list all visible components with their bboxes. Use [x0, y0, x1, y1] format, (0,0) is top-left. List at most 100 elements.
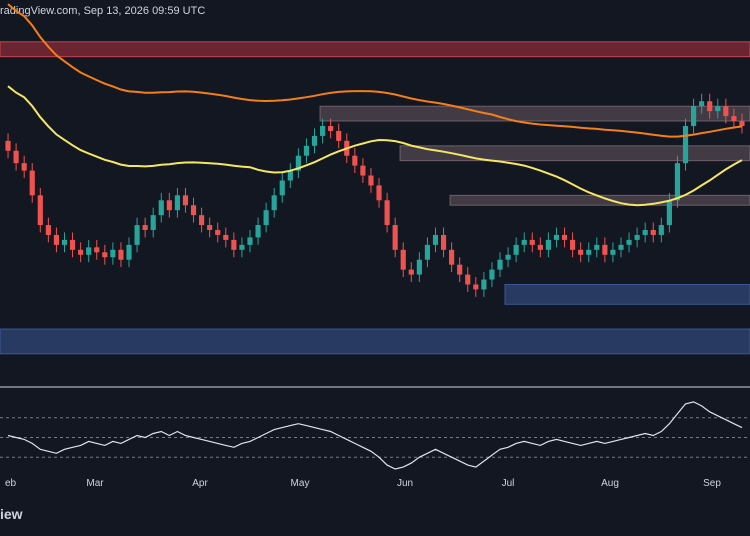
candle-body — [328, 126, 334, 131]
candle-body — [13, 150, 19, 164]
candle-body — [424, 244, 431, 260]
chart-footer: iew — [0, 492, 750, 536]
candle-body — [432, 234, 439, 245]
candle-body — [190, 205, 197, 216]
candle-body — [408, 269, 414, 275]
candle-body — [731, 116, 737, 122]
candle-body — [78, 249, 84, 255]
candle-body — [610, 249, 616, 255]
candle-body — [529, 239, 535, 245]
candle-body — [223, 234, 229, 240]
candle-body — [69, 239, 76, 250]
candle-body — [199, 215, 205, 226]
candle-body — [142, 225, 148, 230]
rsi-line — [7, 401, 743, 470]
ma-yellow-line — [7, 85, 743, 207]
candle-body — [247, 237, 253, 245]
candle-body — [263, 210, 269, 226]
candle-body — [537, 244, 543, 250]
candle-body — [352, 155, 358, 166]
candle-body — [457, 264, 463, 275]
candle-body — [368, 175, 374, 186]
zone-resistance-2 — [399, 145, 750, 162]
candle-body — [707, 101, 713, 112]
candle-body — [53, 234, 60, 245]
candle-body — [21, 163, 27, 171]
candle-body — [449, 249, 455, 265]
zone-resistance-3 — [449, 194, 750, 206]
candle-body — [650, 230, 656, 235]
x-tick-label: eb — [5, 478, 17, 489]
candle-body — [303, 145, 310, 156]
candle-body — [110, 249, 116, 258]
header-text: radingView.com, Sep 13, 2026 09:59 UTC — [0, 5, 206, 17]
candle-body — [497, 259, 503, 270]
zone-resistance-0 — [0, 41, 750, 58]
x-tick-label: Mar — [86, 478, 104, 489]
candle-body — [158, 200, 164, 216]
candle-body — [513, 244, 519, 255]
candle-body — [666, 200, 672, 226]
candle-body — [231, 239, 237, 250]
candle-body — [45, 225, 51, 235]
candle-body — [634, 234, 640, 240]
candle-body — [658, 225, 664, 235]
candle-body — [561, 234, 568, 240]
candle-body — [723, 106, 729, 117]
candle-body — [319, 126, 326, 136]
candle-body — [311, 135, 318, 146]
candle-body — [215, 230, 221, 235]
candle-body — [5, 140, 11, 151]
candle-body — [682, 126, 689, 164]
candle-body — [384, 200, 390, 226]
candle-body — [376, 185, 382, 201]
candle-body — [545, 239, 551, 250]
candle-body — [473, 284, 479, 290]
candle-body — [392, 225, 398, 250]
x-tick-label: Sep — [703, 478, 721, 489]
candle-body — [150, 215, 156, 230]
ma-orange-line — [7, 3, 743, 138]
candle-body — [134, 225, 140, 245]
candle-body — [94, 247, 100, 253]
candle-body — [207, 225, 213, 230]
zone-resistance-1 — [319, 105, 750, 122]
candle-body — [295, 155, 301, 171]
candle-body — [255, 225, 261, 238]
candle-body — [416, 259, 422, 275]
candle-body — [166, 200, 172, 211]
x-tick-label: Jun — [397, 478, 413, 489]
chart-header: radingView.com, Sep 13, 2026 09:59 UTC — [0, 0, 750, 22]
candle-body — [570, 239, 576, 250]
candle-body — [465, 274, 471, 285]
candle-body — [642, 230, 648, 235]
candle-body — [182, 195, 189, 206]
candle-body — [674, 163, 681, 201]
candle-body — [690, 106, 697, 126]
candle-body — [505, 254, 511, 260]
price-chart[interactable]: eb Mar Apr May Jun Jul Aug Sep — [0, 0, 750, 492]
candle-body — [594, 244, 600, 250]
candle-body — [29, 170, 35, 196]
candle-body — [287, 170, 293, 181]
candle-body — [239, 244, 245, 250]
candle-body — [126, 244, 132, 260]
x-tick-label: Aug — [601, 478, 619, 489]
candle-body — [489, 269, 495, 280]
candle-body — [699, 101, 705, 107]
candle-body — [440, 234, 447, 250]
candle-body — [586, 249, 592, 255]
candle-body — [271, 195, 277, 211]
candle-body — [336, 130, 342, 141]
brand-logo-text: iew — [0, 506, 23, 522]
candle-body — [360, 165, 366, 176]
candle-body — [174, 195, 180, 211]
candle-body — [626, 239, 632, 245]
candle-body — [86, 247, 92, 255]
candle-body — [102, 252, 108, 258]
candle-body — [602, 244, 608, 255]
candle-body — [61, 239, 68, 245]
candle-body — [618, 244, 624, 250]
candle-body — [739, 121, 745, 126]
candle-body — [521, 239, 527, 245]
